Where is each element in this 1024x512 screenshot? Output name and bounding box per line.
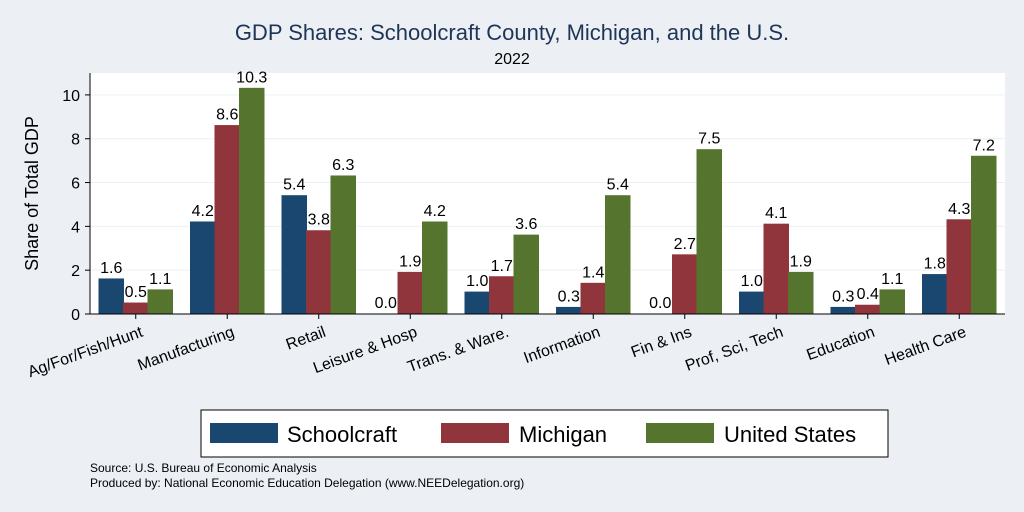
value-label: 1.6 bbox=[100, 260, 122, 277]
value-label: 10.3 bbox=[236, 69, 267, 86]
value-label: 3.8 bbox=[308, 212, 330, 229]
bar-michigan bbox=[489, 276, 515, 315]
value-label: 0.3 bbox=[558, 288, 580, 305]
legend-swatch-united-states bbox=[646, 423, 714, 443]
x-tick-label: Prof, Sci, Tech bbox=[683, 324, 785, 375]
value-label: 1.0 bbox=[466, 273, 488, 290]
bar-schoolcraft bbox=[922, 274, 948, 315]
x-tick-label: Ag/For/Fish/Hunt bbox=[26, 324, 146, 382]
value-label: 1.9 bbox=[399, 253, 421, 270]
value-label: 0.0 bbox=[375, 295, 397, 312]
legend-label-united-states: United States bbox=[724, 422, 856, 447]
bar-united-states bbox=[147, 289, 173, 315]
source-note: Source: U.S. Bureau of Economic Analysis bbox=[90, 461, 317, 475]
chart-subtitle: 2022 bbox=[494, 51, 530, 68]
x-tick-label: Manufacturing bbox=[136, 324, 237, 375]
x-tick-label: Trans. & Ware. bbox=[405, 324, 511, 376]
value-label: 1.9 bbox=[790, 253, 812, 270]
bar-michigan bbox=[672, 254, 698, 315]
y-tick-label: 2 bbox=[71, 263, 80, 280]
y-tick-label: 8 bbox=[71, 132, 80, 149]
value-label: 7.5 bbox=[698, 131, 720, 148]
value-label: 2.7 bbox=[674, 236, 696, 253]
bar-schoolcraft bbox=[464, 291, 490, 315]
bar-michigan bbox=[214, 125, 240, 315]
bar-united-states bbox=[971, 155, 997, 315]
value-label: 5.4 bbox=[607, 177, 629, 194]
value-label: 4.3 bbox=[948, 201, 970, 218]
chart-title: GDP Shares: Schoolcraft County, Michigan… bbox=[234, 20, 790, 45]
bar-united-states bbox=[696, 149, 722, 315]
value-label: 7.2 bbox=[973, 137, 995, 154]
x-tick-label: Information bbox=[522, 324, 603, 367]
bar-michigan bbox=[397, 271, 423, 315]
value-label: 0.5 bbox=[125, 284, 147, 301]
value-label: 1.1 bbox=[149, 271, 171, 288]
value-label: 0.0 bbox=[649, 295, 671, 312]
bar-united-states bbox=[605, 195, 631, 315]
value-label: 8.6 bbox=[216, 107, 238, 124]
bar-michigan bbox=[580, 282, 606, 315]
bar-michigan bbox=[855, 304, 881, 315]
x-tick-label: Health Care bbox=[883, 324, 969, 369]
value-label: 0.3 bbox=[832, 288, 854, 305]
bar-schoolcraft bbox=[98, 278, 124, 315]
bar-united-states bbox=[330, 175, 356, 315]
value-label: 1.7 bbox=[491, 258, 513, 275]
bar-united-states bbox=[422, 221, 448, 315]
value-label: 4.2 bbox=[424, 203, 446, 220]
bar-schoolcraft bbox=[190, 221, 216, 315]
bar-michigan bbox=[763, 223, 789, 315]
bar-schoolcraft bbox=[830, 306, 856, 315]
value-labels: 1.60.51.14.28.610.35.43.86.30.01.94.21.0… bbox=[100, 69, 995, 312]
y-axis-label: Share of Total GDP bbox=[22, 116, 42, 271]
bar-schoolcraft bbox=[739, 291, 765, 315]
value-label: 0.4 bbox=[857, 286, 879, 303]
y-tick-label: 6 bbox=[71, 176, 80, 193]
legend-box bbox=[200, 409, 889, 458]
bar-michigan bbox=[946, 219, 972, 315]
bar-schoolcraft bbox=[556, 306, 582, 315]
x-tick-label: Education bbox=[804, 324, 877, 364]
value-label: 5.4 bbox=[283, 177, 305, 194]
value-label: 6.3 bbox=[332, 157, 354, 174]
value-label: 4.2 bbox=[192, 203, 214, 220]
bar-united-states bbox=[239, 87, 265, 315]
value-label: 1.0 bbox=[741, 273, 763, 290]
x-tick-label: Fin & Ins bbox=[629, 324, 694, 362]
value-label: 3.6 bbox=[515, 216, 537, 233]
bars bbox=[98, 87, 997, 315]
legend-swatch-schoolcraft bbox=[210, 423, 278, 443]
x-tick-label: Retail bbox=[284, 324, 328, 354]
bar-united-states bbox=[513, 234, 539, 315]
bar-united-states bbox=[788, 271, 814, 315]
value-label: 1.1 bbox=[881, 271, 903, 288]
value-label: 1.8 bbox=[924, 256, 946, 273]
y-tick-label: 4 bbox=[71, 219, 80, 236]
legend-swatch-michigan bbox=[441, 423, 509, 443]
bar-schoolcraft bbox=[281, 195, 307, 315]
bar-michigan bbox=[123, 302, 149, 315]
y-tick-label: 0 bbox=[71, 307, 80, 324]
y-tick-label: 10 bbox=[62, 88, 80, 105]
bar-michigan bbox=[306, 230, 332, 315]
legend-label-schoolcraft: Schoolcraft bbox=[287, 422, 397, 447]
value-label: 4.1 bbox=[765, 205, 787, 222]
produced-by-note: Produced by: National Economic Education… bbox=[90, 476, 525, 490]
x-tick-label: Leisure & Hosp bbox=[311, 324, 420, 377]
legend-label-michigan: Michigan bbox=[519, 422, 607, 447]
bar-united-states bbox=[879, 289, 905, 315]
value-label: 1.4 bbox=[582, 264, 604, 281]
legend: Schoolcraft Michigan United States bbox=[200, 409, 889, 458]
